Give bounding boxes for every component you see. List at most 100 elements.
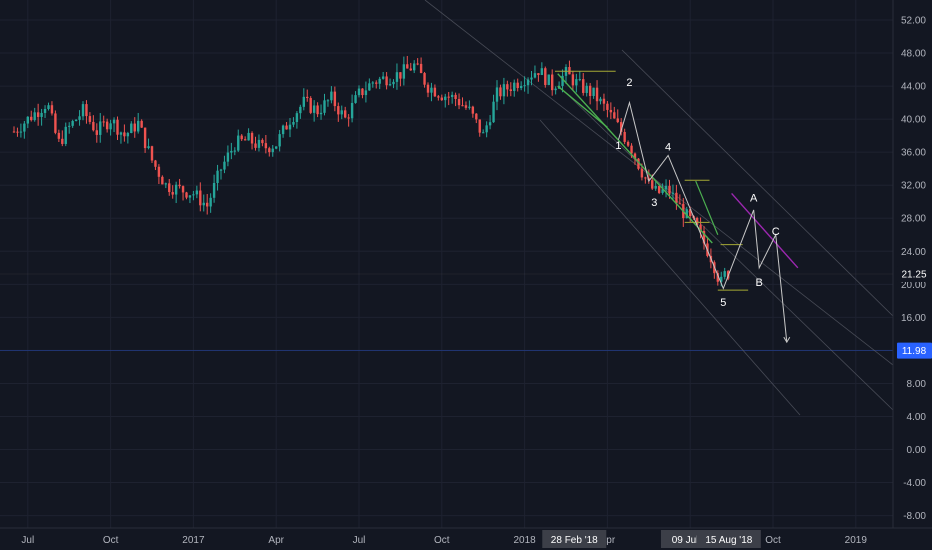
candle-body bbox=[602, 98, 606, 104]
candle-body bbox=[354, 95, 357, 103]
date-label-text: 15 Aug '18 bbox=[705, 535, 752, 546]
candle-body bbox=[154, 160, 157, 167]
date-label-box[interactable] bbox=[696, 530, 761, 548]
candle-body bbox=[513, 82, 516, 91]
candle-body bbox=[461, 105, 464, 107]
candle-body bbox=[85, 104, 88, 117]
candle-body bbox=[495, 87, 499, 102]
candle-body bbox=[81, 104, 85, 117]
candle-body bbox=[364, 90, 368, 96]
candle-body bbox=[185, 192, 188, 198]
candle-body bbox=[381, 76, 385, 79]
price-tick-label: 0.00 bbox=[907, 445, 927, 456]
candle-body bbox=[47, 105, 50, 109]
price-label-box[interactable] bbox=[897, 342, 932, 359]
projection-arrowhead bbox=[783, 336, 791, 344]
candle-body bbox=[433, 87, 437, 97]
candle-body bbox=[450, 94, 454, 97]
price-tick-label: 36.00 bbox=[901, 148, 926, 159]
candle-body bbox=[426, 84, 430, 93]
candle-body bbox=[668, 185, 671, 194]
candle-body bbox=[419, 63, 423, 74]
candle-body bbox=[475, 113, 478, 120]
price-label-box[interactable] bbox=[897, 265, 932, 282]
price-tick-label: 4.00 bbox=[907, 412, 927, 423]
candle-body bbox=[499, 87, 502, 97]
trend-channel-lines bbox=[424, 0, 894, 416]
candle-body bbox=[285, 125, 288, 130]
candle-body bbox=[43, 108, 47, 113]
candle-body bbox=[409, 68, 412, 71]
candle-body bbox=[168, 183, 171, 193]
candle-body bbox=[582, 79, 585, 93]
candle-body bbox=[606, 103, 609, 110]
candle-body bbox=[509, 89, 512, 91]
date-label-box[interactable] bbox=[542, 530, 607, 548]
candle-body bbox=[161, 176, 164, 185]
candle-body bbox=[275, 146, 278, 149]
candle-body bbox=[664, 185, 668, 190]
candle-body bbox=[326, 100, 330, 102]
price-axis[interactable]: 52.00 48.00 44.00 40.00 36.00 32.00 28.00 24.00… bbox=[892, 0, 932, 528]
candle-body bbox=[150, 146, 154, 161]
candle-body bbox=[209, 197, 212, 207]
channel-line bbox=[539, 119, 801, 416]
wave-label-c: C bbox=[772, 226, 780, 238]
candle-body bbox=[492, 101, 495, 123]
candle-body bbox=[537, 73, 540, 76]
candle-body bbox=[254, 143, 257, 148]
candle-body bbox=[482, 132, 485, 134]
candle-body bbox=[444, 96, 447, 101]
candle-body bbox=[392, 81, 395, 85]
candle-body bbox=[347, 117, 350, 119]
wave-label-1: 1 bbox=[615, 140, 621, 152]
candle-body bbox=[571, 74, 575, 86]
candle-body bbox=[102, 121, 105, 123]
candle-body bbox=[544, 68, 547, 85]
candle-body bbox=[212, 182, 216, 198]
candle-body bbox=[223, 161, 226, 170]
candle-body bbox=[16, 131, 19, 133]
candle-body bbox=[340, 110, 343, 115]
candle-body bbox=[192, 194, 195, 196]
wave-label-3: 3 bbox=[651, 197, 657, 209]
candle-body bbox=[502, 84, 506, 97]
candle-body bbox=[671, 192, 675, 194]
candle-body bbox=[406, 64, 409, 69]
wave-label-2: 2 bbox=[626, 77, 632, 89]
candle-body bbox=[206, 202, 209, 207]
candle-body bbox=[613, 112, 616, 119]
elliott-wave-drawings bbox=[554, 70, 799, 344]
price-tick-label: 40.00 bbox=[901, 115, 926, 126]
candle-body bbox=[199, 190, 202, 206]
candle-body bbox=[399, 72, 402, 79]
price-label-text: 11.98 bbox=[902, 346, 927, 357]
candle-body bbox=[137, 120, 140, 132]
candle-body bbox=[188, 195, 192, 198]
candle-body bbox=[268, 148, 271, 153]
candle-body bbox=[623, 131, 626, 142]
candle-body bbox=[402, 64, 406, 79]
candle-body bbox=[140, 120, 143, 128]
channel-line bbox=[565, 92, 894, 411]
candle-body bbox=[312, 105, 316, 113]
candle-body bbox=[99, 121, 102, 135]
candle-body bbox=[478, 119, 481, 133]
candle-body bbox=[195, 190, 199, 195]
candle-body bbox=[68, 125, 71, 127]
time-tick-label: Jul bbox=[21, 535, 34, 546]
candle-body bbox=[157, 166, 161, 177]
candle-body bbox=[112, 119, 116, 124]
candle-body bbox=[437, 96, 440, 98]
time-tick-label: Oct bbox=[434, 535, 450, 546]
candle-body bbox=[620, 122, 623, 132]
candle-body bbox=[147, 146, 150, 149]
candle-body bbox=[416, 63, 419, 65]
price-tick-label: 28.00 bbox=[901, 214, 926, 225]
candle-body bbox=[264, 143, 268, 149]
candle-body bbox=[64, 126, 67, 144]
time-axis[interactable]: JulOct2017AprJulOct2018AprJulOct201928 F… bbox=[0, 527, 932, 548]
impulse-trendline bbox=[557, 73, 713, 244]
